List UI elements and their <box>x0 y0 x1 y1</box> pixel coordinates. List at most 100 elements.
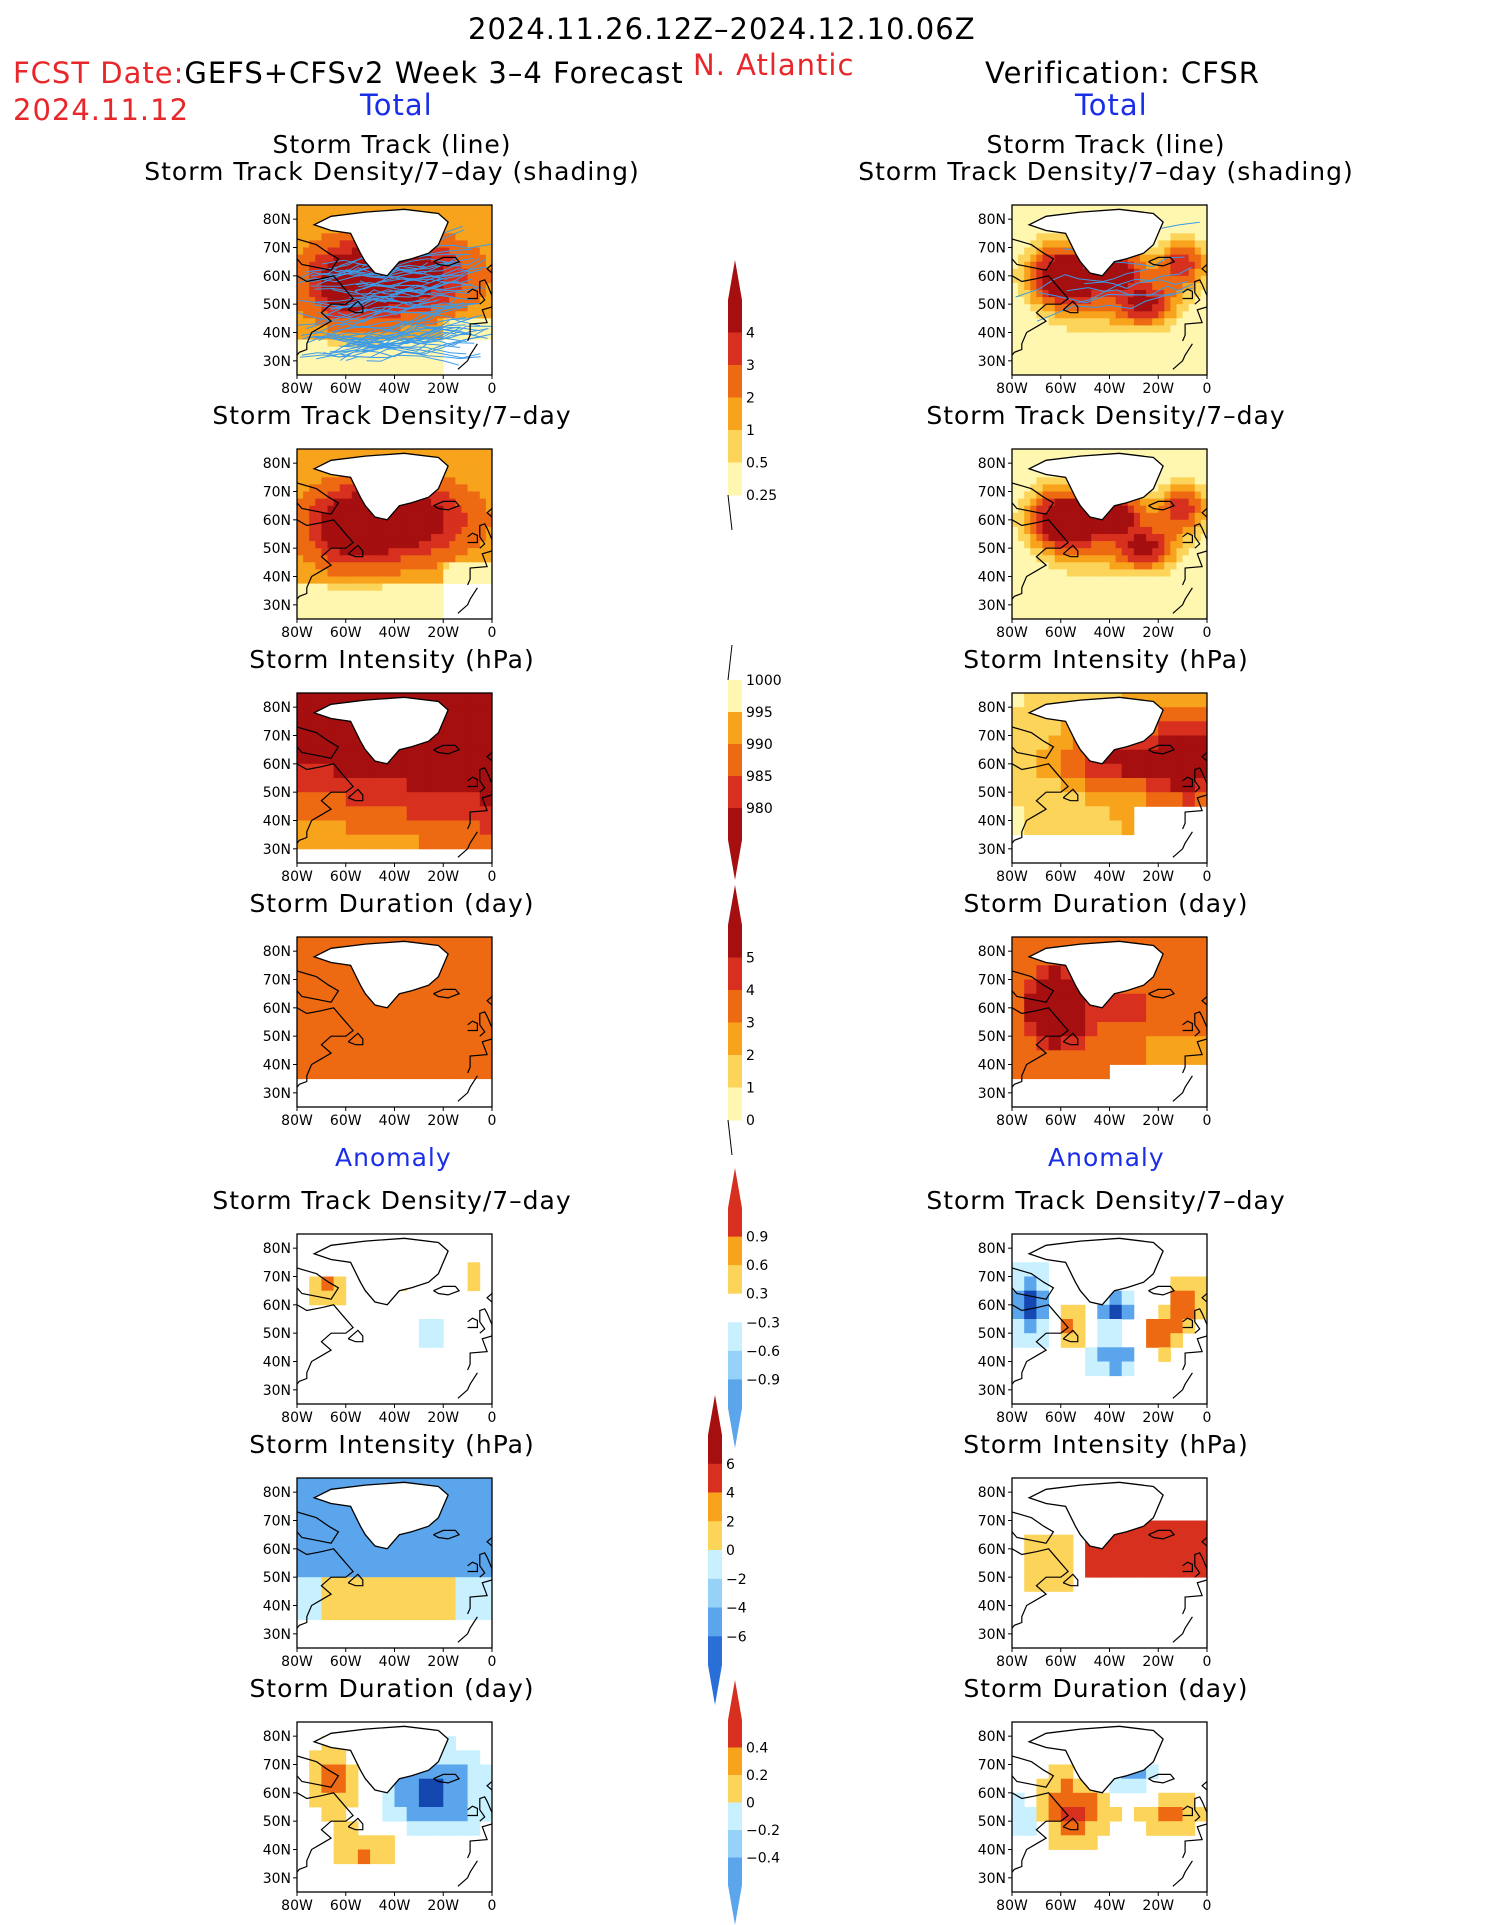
grid-cell <box>473 304 481 312</box>
grid-cell <box>1036 346 1043 355</box>
grid-cell <box>1066 360 1074 369</box>
grid-cell <box>1158 979 1171 995</box>
grid-cell <box>370 1563 383 1578</box>
grid-cell <box>479 1036 492 1051</box>
iceland-coast <box>1148 256 1176 267</box>
grid-cell <box>357 512 365 521</box>
grid-cell <box>1060 339 1068 348</box>
grid-cell <box>1072 1022 1086 1037</box>
grid-cell <box>1140 297 1147 305</box>
grid-cell <box>327 611 334 619</box>
grid-cell <box>1066 254 1074 263</box>
grid-cell <box>351 576 359 584</box>
grid-cell <box>412 555 420 563</box>
grid-cell <box>1024 1319 1037 1334</box>
grid-cell <box>309 318 316 326</box>
grid-cell <box>1103 512 1110 521</box>
grid-cell <box>315 576 322 584</box>
map-content <box>297 937 492 1102</box>
grid-cell <box>1060 367 1068 375</box>
lon-label: 40W <box>379 1410 411 1426</box>
grid-cell <box>303 519 310 528</box>
grid-cell <box>315 484 322 492</box>
lat-label: 30N <box>978 354 1006 370</box>
grid-cell <box>394 1548 408 1564</box>
grid-cell <box>364 548 371 556</box>
grid-cell <box>394 548 401 556</box>
grid-cell <box>1097 1007 1110 1023</box>
grid-cell <box>370 205 377 213</box>
colorbar-top-arrow <box>728 1680 742 1720</box>
grid-cell <box>309 834 322 850</box>
grid-cell <box>1060 332 1068 340</box>
colorbar-label: 2 <box>746 391 755 407</box>
grid-cell <box>351 562 359 570</box>
grid-cell <box>1012 339 1019 348</box>
grid-cell <box>1133 763 1147 779</box>
grid-cell <box>1036 233 1043 241</box>
lat-label: 50N <box>978 541 1006 557</box>
grid-cell <box>1188 470 1196 478</box>
grid-cell <box>382 590 389 599</box>
grid-cell <box>345 247 353 255</box>
grid-cell <box>388 526 395 535</box>
colorbar-label: 0.4 <box>746 1741 768 1757</box>
grid-cell <box>394 597 401 606</box>
grid-cell <box>376 367 383 375</box>
grid-cell <box>1048 590 1056 599</box>
grid-cell <box>1115 318 1123 326</box>
grid-cell <box>461 212 468 220</box>
grid-cell <box>370 1064 383 1080</box>
grid-cell <box>449 555 456 563</box>
grid-cell <box>467 1050 481 1065</box>
grid-cell <box>1048 1764 1062 1780</box>
grid-cell <box>1012 534 1019 542</box>
grid-cell <box>473 576 481 584</box>
grid-cell <box>1127 205 1135 213</box>
grid-cell <box>455 205 462 213</box>
grid-cell <box>443 534 450 542</box>
grid-cell <box>1060 247 1068 255</box>
grid-cell <box>309 290 316 298</box>
grid-cell <box>388 311 395 319</box>
grid-cell <box>1152 491 1159 499</box>
grid-cell <box>315 534 322 542</box>
grid-cell <box>1085 449 1092 457</box>
iceland-coast <box>1148 1773 1176 1784</box>
grid-cell <box>1097 548 1104 556</box>
grid-cell <box>1109 590 1116 599</box>
grid-cell <box>1170 749 1183 765</box>
grid-cell <box>400 505 408 514</box>
grid-cell <box>1170 367 1177 375</box>
grid-cell <box>394 1591 408 1606</box>
title-track-shading-right: Storm Track Density/7–day (shading) <box>858 157 1354 186</box>
grid-cell <box>351 526 359 535</box>
grid-cell <box>1188 325 1196 333</box>
grid-cell <box>1054 534 1062 542</box>
grid-cell <box>449 205 456 213</box>
lon-label: 40W <box>1094 381 1126 397</box>
grid-cell <box>412 498 420 507</box>
grid-cell <box>321 965 334 980</box>
grid-cell <box>1097 360 1104 369</box>
grid-cell <box>1121 590 1129 599</box>
grid-cell <box>1182 219 1190 227</box>
grid-cell <box>1158 268 1165 277</box>
grid-cell <box>431 367 438 375</box>
grid-cell <box>437 297 444 305</box>
grid-cell <box>1103 205 1110 213</box>
grid-cell <box>455 254 462 263</box>
grid-cell <box>479 226 487 234</box>
grid-cell <box>303 562 310 570</box>
grid-cell <box>1066 268 1074 277</box>
grid-cell <box>1012 254 1019 263</box>
lat-label: 30N <box>978 1871 1006 1887</box>
grid-cell <box>1091 325 1098 333</box>
grid-cell <box>321 491 328 499</box>
grid-cell <box>461 205 468 213</box>
lon-label: 20W <box>427 1654 459 1670</box>
grid-cell <box>467 1036 481 1051</box>
grid-cell <box>364 449 371 457</box>
grid-cell <box>297 562 304 570</box>
grid-cell <box>394 749 408 765</box>
